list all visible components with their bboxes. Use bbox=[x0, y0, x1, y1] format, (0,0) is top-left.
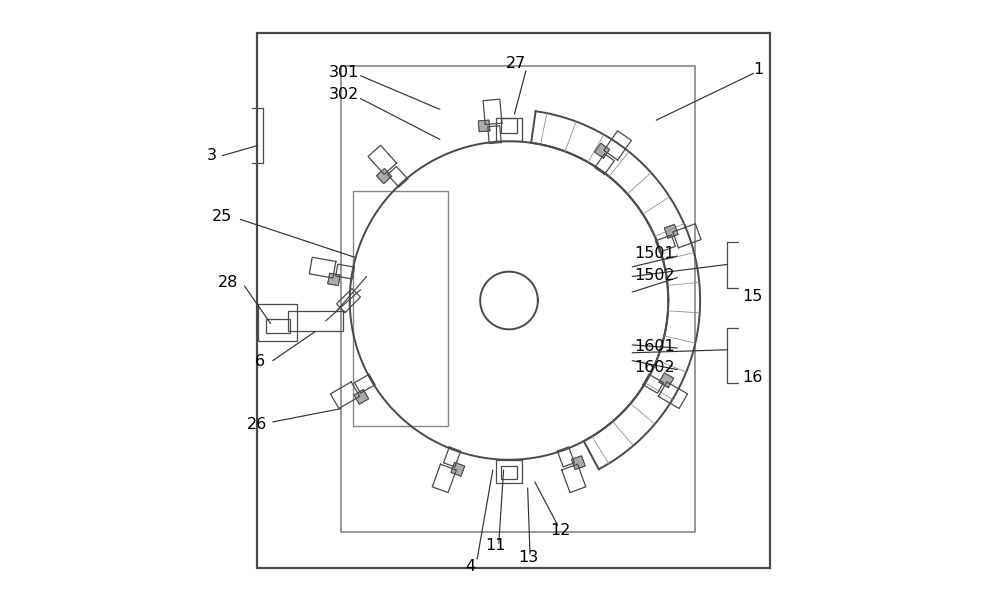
Text: 1: 1 bbox=[753, 62, 764, 76]
Text: 27: 27 bbox=[506, 56, 526, 70]
Text: 13: 13 bbox=[519, 550, 539, 564]
Text: 302: 302 bbox=[329, 88, 359, 102]
Text: 25: 25 bbox=[212, 209, 232, 224]
Polygon shape bbox=[354, 389, 369, 404]
Text: 16: 16 bbox=[742, 370, 763, 385]
Bar bbox=[341, 66, 695, 532]
Bar bbox=[353, 191, 448, 426]
Text: 6: 6 bbox=[255, 355, 265, 369]
Text: 1501: 1501 bbox=[635, 246, 675, 261]
Bar bbox=[258, 304, 297, 341]
Text: 26: 26 bbox=[246, 417, 267, 432]
Bar bbox=[496, 460, 522, 483]
Bar bbox=[501, 118, 517, 133]
Bar bbox=[496, 118, 522, 141]
Bar bbox=[257, 33, 770, 568]
Bar bbox=[266, 319, 290, 333]
Text: 11: 11 bbox=[485, 538, 505, 552]
Bar bbox=[501, 466, 517, 479]
Text: 12: 12 bbox=[550, 523, 570, 537]
Text: 3: 3 bbox=[207, 148, 217, 162]
Polygon shape bbox=[478, 120, 490, 132]
Text: 15: 15 bbox=[742, 290, 763, 304]
Polygon shape bbox=[659, 373, 674, 388]
Text: 4: 4 bbox=[465, 559, 475, 573]
Polygon shape bbox=[664, 224, 678, 238]
Polygon shape bbox=[595, 143, 610, 158]
Polygon shape bbox=[571, 456, 585, 469]
Polygon shape bbox=[451, 462, 465, 476]
Text: 28: 28 bbox=[218, 275, 239, 290]
Text: 1602: 1602 bbox=[635, 361, 675, 375]
Text: 1502: 1502 bbox=[635, 268, 675, 282]
Polygon shape bbox=[328, 273, 340, 285]
Bar bbox=[288, 311, 343, 331]
Polygon shape bbox=[376, 168, 392, 184]
Text: 301: 301 bbox=[329, 65, 359, 79]
Text: 1601: 1601 bbox=[635, 339, 675, 353]
